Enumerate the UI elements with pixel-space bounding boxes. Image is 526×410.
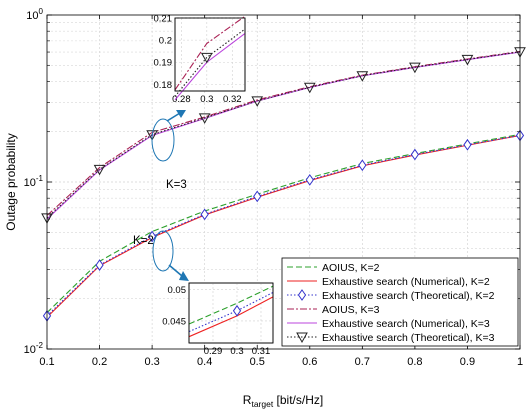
series-line [46,133,521,314]
inset-y-tick-label: 0.18 [154,80,173,91]
inset-x-tick-label: 0.31 [252,346,271,357]
x-tick-label: 0.9 [460,356,475,368]
legend-frame [281,257,519,347]
legend-swatch-marker [296,332,308,344]
inset-border [188,282,274,344]
k3-ellipse [151,118,175,162]
inset-x-tick-label: 0.28 [172,94,191,105]
data-point-marker [410,148,419,161]
inset-k2-zoom: 0.29 0.3 0.31 0.045 0.05 [162,282,274,357]
inset-x-tick-label: 0.3 [230,346,243,357]
data-point-marker [198,113,211,124]
y-tick-label: 10-2 [24,341,44,356]
legend: AOIUS, K=2 Exhaustive search (Numerical),… [281,257,519,347]
data-point-marker [200,208,209,221]
x-tick-label: 0.6 [302,356,317,368]
inset-x-tick-label: 0.29 [204,346,223,357]
data-point-marker [305,173,314,186]
main-ticks: 0.1 0.2 0.3 0.4 0.5 0.6 0.7 0.8 0.9 1 10-2 10-1 100 [24,7,523,368]
x-tick-label: 0.4 [197,356,212,368]
y-tick-label: 100 [26,7,43,22]
inset-frame [174,17,246,92]
k2-label: K=2 [133,235,154,247]
inset-series-line [174,15,246,91]
data-point-marker [463,138,472,151]
x-tick-label: 0.1 [39,356,54,368]
k2-arrow-line [168,264,183,277]
k3-arrow-head [176,110,186,118]
inset-y-tick-label: 0.2 [159,36,172,47]
data-point-marker [303,82,316,94]
legend-entry-label: AOIUS, K=3 [322,304,380,316]
inset-y-tick-label: 0.045 [162,316,186,327]
inset-marker [232,304,242,317]
inset-k3-zoom: 0.28 0.3 0.32 0.18 0.19 0.2 0.21 [154,14,246,105]
series-line [46,51,521,219]
legend-entry-label: Exhaustive search (Theoretical), K=3 [322,332,495,344]
x-tick-label: 1 [517,356,523,368]
x-tick-label: 0.3 [144,356,159,368]
data-point-marker [251,96,264,107]
x-tick-label: 0.8 [407,356,422,368]
legend-entry-label: Exhaustive search (Numerical), K=3 [322,318,490,330]
data-point-marker [358,159,367,172]
k2-arrow-head [179,271,189,281]
main-series [41,47,526,322]
series-line [46,51,521,220]
data-point-marker [461,54,474,66]
data-point-marker [253,190,262,203]
data-point-marker [95,259,104,271]
legend-entry-label: Exhaustive search (Numerical), K=2 [322,276,490,288]
data-point-marker [146,130,158,141]
data-point-marker [409,62,421,74]
inset-border [174,17,246,92]
inset-series-line [174,28,246,97]
data-point-marker [148,230,157,243]
x-tick-label: 0.5 [250,356,265,368]
y-tick-label: 10-1 [24,174,44,189]
y-axis-label: Outage probability [4,133,18,230]
inset-y-tick-label: 0.19 [154,58,173,69]
legend-entry-label: Exhaustive search (Theoretical), K=2 [322,290,495,302]
x-tick-label: 0.2 [92,356,107,368]
x-tick-label: 0.7 [355,356,370,368]
x-axis-label: Rtarget [bit/s/Hz] [243,393,323,409]
data-point-marker [356,71,369,82]
legend-entry-label: AOIUS, K=2 [322,262,380,274]
inset-marker [200,52,213,64]
series-line [46,134,521,317]
inset-x-tick-label: 0.32 [223,94,242,105]
inset-y-tick-label: 0.05 [168,285,187,296]
series-line [46,50,521,216]
k2-ellipse [152,230,174,272]
legend-swatch-marker [297,289,307,301]
inset-y-tick-label: 0.21 [154,14,173,25]
k3-arrow-line [166,112,181,122]
data-point-marker [93,164,106,176]
k3-label: K=3 [166,179,187,191]
inset-x-tick-label: 0.3 [200,94,213,105]
